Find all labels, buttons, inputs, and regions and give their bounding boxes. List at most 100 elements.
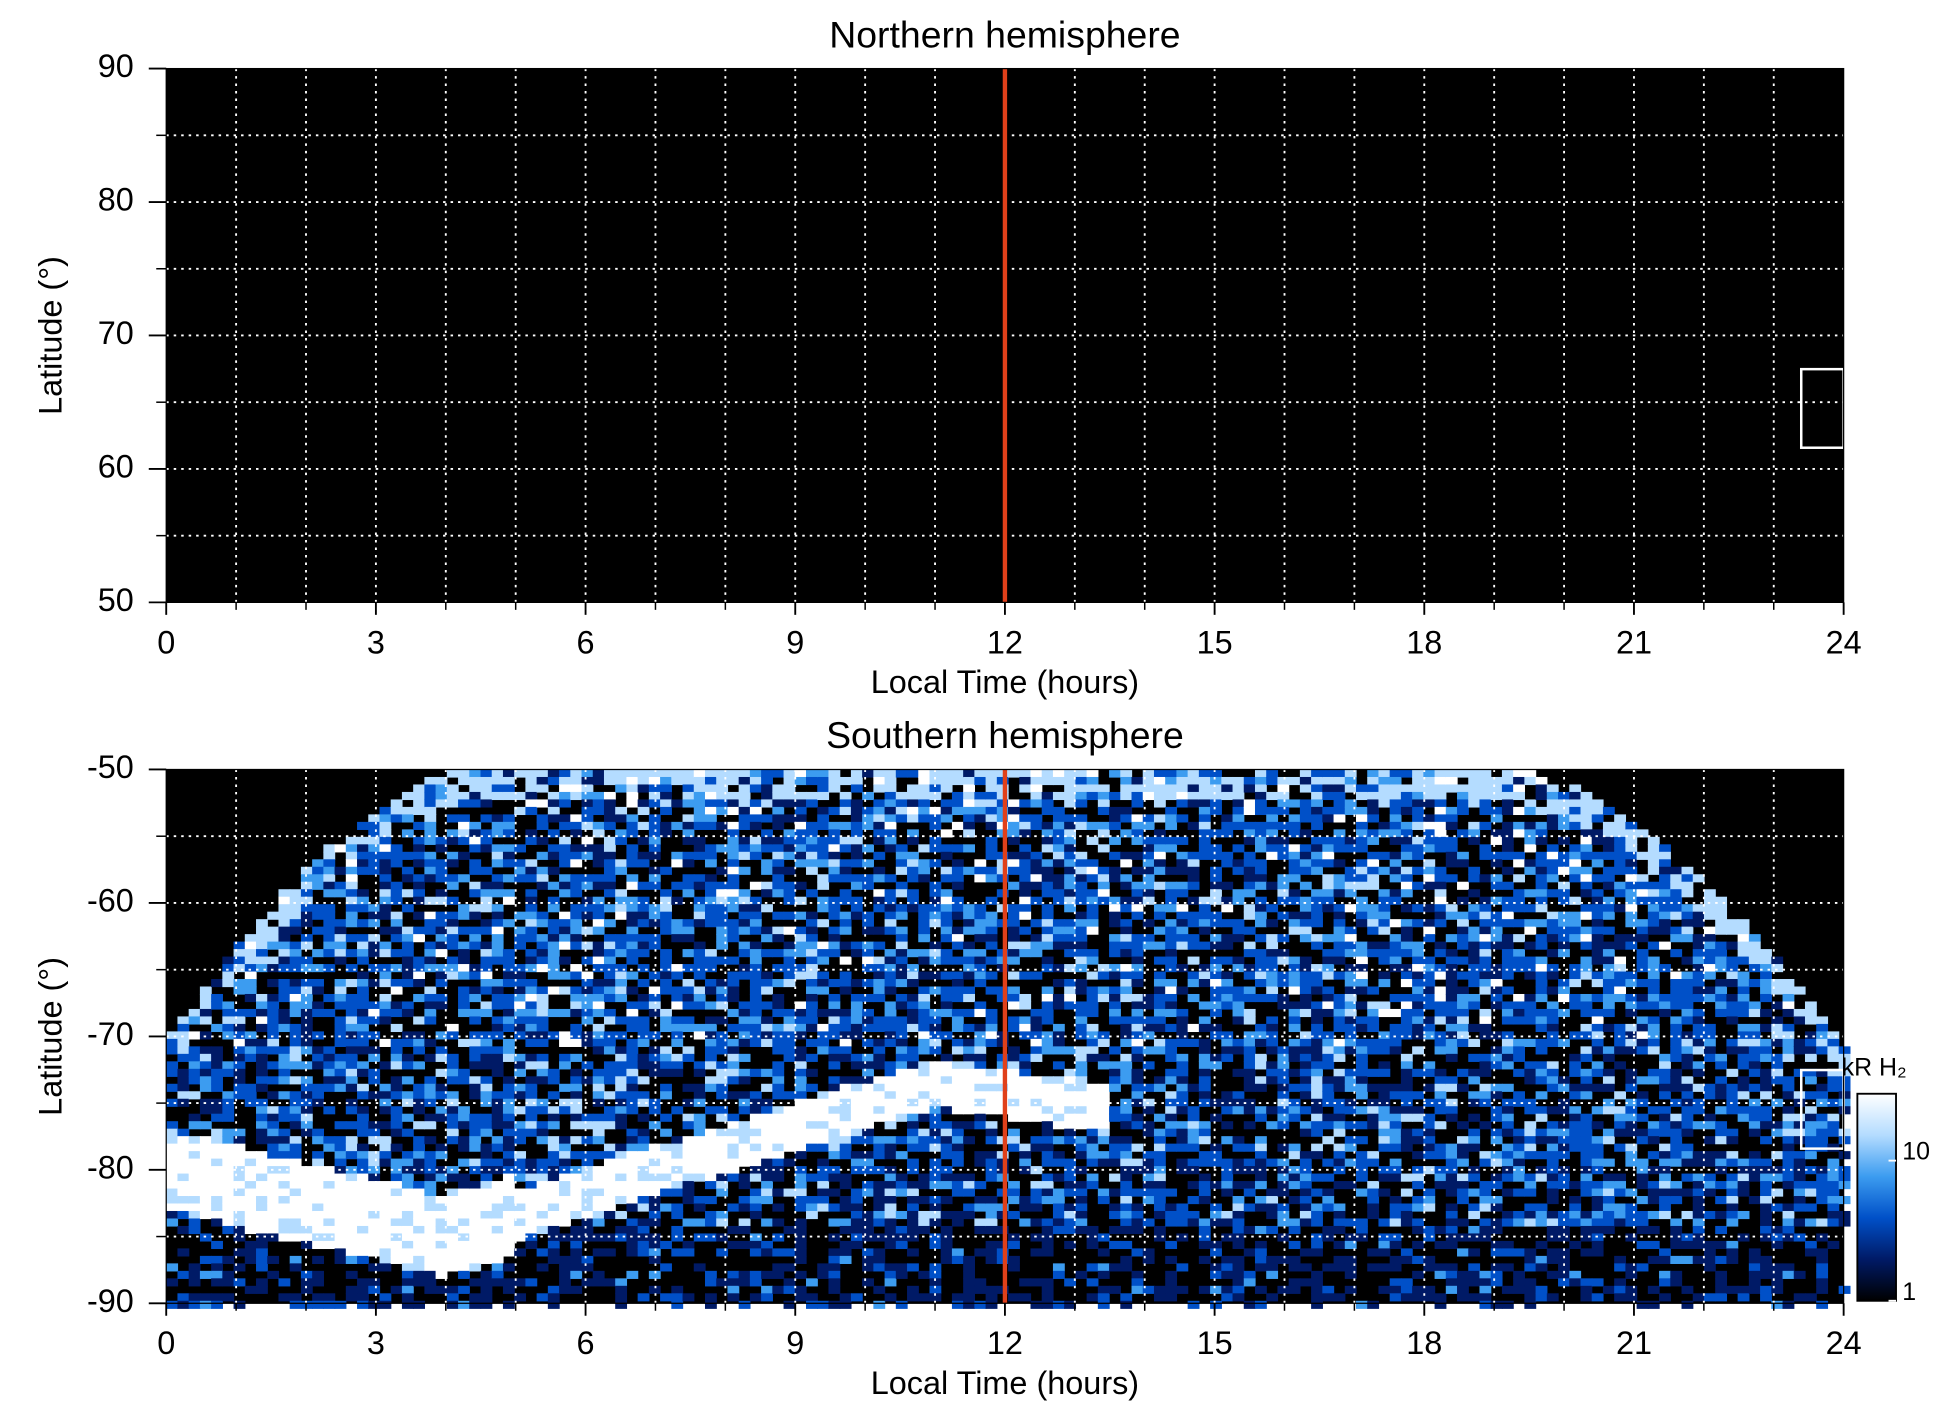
emission-cell [525,1188,538,1197]
emission-cell [806,986,818,995]
emission-cell [1288,1173,1301,1182]
emission-cell [480,904,493,913]
emission-cell [1008,1046,1020,1055]
emission-cell [536,1173,549,1182]
emission-cell [806,1203,818,1212]
emission-cell [491,821,504,830]
emission-cell [918,1068,931,1077]
emission-cell [682,851,695,860]
emission-cell [626,784,639,793]
emission-cell [794,1061,807,1070]
emission-cell [368,1188,381,1197]
emission-cell [345,851,358,860]
emission-cell [794,1166,807,1175]
emission-cell [615,1173,628,1182]
emission-cell [413,1300,426,1309]
emission-cell [357,1285,369,1294]
emission-cell [1041,1106,1054,1115]
emission-cell [761,1285,773,1294]
emission-cell [357,1293,369,1302]
emission-cell [300,1203,313,1212]
emission-cell [379,821,392,830]
emission-cell [1277,971,1290,980]
emission-cell [1176,1091,1189,1100]
emission-cell [312,1293,324,1302]
emission-cell [581,1218,594,1227]
emission-cell [772,1128,785,1137]
emission-cell [727,821,740,830]
emission-cell [536,1225,549,1235]
emission-cell [940,1255,953,1264]
emission-cell [884,1038,897,1047]
emission-cell [693,1121,706,1130]
emission-cell [166,1188,179,1197]
emission-cell [188,1151,201,1160]
emission-cell [862,1158,874,1167]
emission-cell [1109,1188,1121,1197]
emission-cell [1176,1083,1189,1092]
emission-cell [660,821,672,830]
emission-cell [559,791,571,801]
emission-cell [839,1023,852,1033]
emission-cell [480,1181,493,1190]
emission-cell [502,1046,515,1055]
emission-cell [1198,926,1211,935]
emission-cell [458,791,470,801]
emission-cell [424,1113,437,1122]
emission-cell [1041,1001,1054,1010]
emission-cell [559,784,571,793]
emission-cell [1198,776,1211,786]
emission-cell [963,1023,975,1033]
emission-cell [1030,934,1043,943]
emission-cell [727,956,740,965]
emission-cell [850,1128,863,1137]
emission-cell [1210,1143,1222,1152]
emission-cell [716,911,729,920]
emission-cell [1187,993,1200,1003]
emission-cell [783,1023,796,1033]
emission-cell [929,1128,942,1137]
emission-cell [592,769,605,778]
emission-cell [929,844,942,853]
emission-cell [570,1136,583,1145]
emission-cell [907,814,919,823]
emission-cell [390,1173,403,1182]
emission-cell [480,919,493,928]
emission-cell [1266,904,1279,913]
emission-cell [772,1136,785,1145]
emission-cell [850,1091,863,1100]
emission-cell [199,1300,212,1309]
emission-cell [940,874,953,883]
emission-cell [1333,799,1346,808]
emission-cell [1210,866,1222,875]
emission-cell [357,1038,369,1047]
emission-cell [1311,1248,1323,1257]
emission-cell [637,1225,650,1235]
emission-cell [256,993,268,1003]
emission-cell [1299,776,1312,786]
emission-cell [547,919,560,928]
emission-cell [300,1173,313,1182]
emission-cell [1041,941,1054,950]
emission-cell [1052,919,1065,928]
emission-cell [1097,1151,1110,1160]
emission-cell [222,1158,235,1167]
emission-cell [929,1240,942,1250]
emission-cell [918,1008,931,1018]
emission-cell [1120,1181,1133,1190]
emission-cell [446,1255,459,1264]
emission-cell [1311,1038,1323,1047]
emission-cell [278,904,291,913]
emission-cell [458,769,470,778]
emission-cell [1243,851,1256,860]
emission-cell [749,971,762,980]
emission-cell [424,941,437,950]
emission-cell [738,1181,751,1190]
emission-cell [1064,904,1077,913]
emission-cell [828,896,841,905]
emission-cell [334,844,347,853]
emission-cell [289,1106,302,1115]
emission-cell [267,1203,280,1212]
emission-cell [379,1038,392,1047]
emission-cell [615,1225,628,1235]
